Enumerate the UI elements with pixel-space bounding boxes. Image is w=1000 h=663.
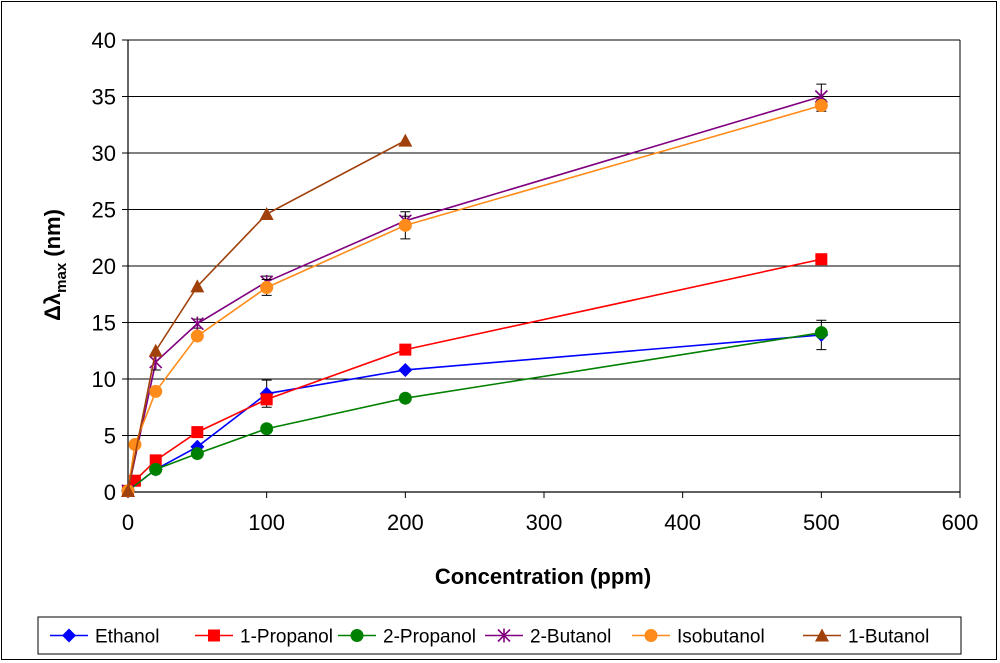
legend-label: 2-Propanol xyxy=(383,627,476,648)
series-line xyxy=(127,104,822,491)
data-point xyxy=(121,483,135,497)
data-point xyxy=(814,326,828,340)
y-tick-label: 20 xyxy=(92,254,116,279)
series-ethanol xyxy=(121,319,829,498)
data-point xyxy=(149,355,163,370)
x-tick-label: 600 xyxy=(942,510,979,535)
y-tick-label: 30 xyxy=(92,141,116,166)
data-point xyxy=(190,329,204,343)
legend-item: 2-Propanol xyxy=(338,627,476,648)
legend-marker xyxy=(815,628,829,642)
data-point xyxy=(259,207,274,221)
y-tick-label: 5 xyxy=(104,424,116,449)
legend-item: Ethanol xyxy=(50,627,159,648)
data-point xyxy=(190,447,204,461)
series-isobutanol xyxy=(121,99,828,498)
legend-label: 1-Butanol xyxy=(848,627,929,648)
series-1-propanol xyxy=(122,253,828,497)
series-1-butanol xyxy=(121,133,413,497)
x-tick-label: 300 xyxy=(526,510,563,535)
legend-label: Isobutanol xyxy=(677,627,765,648)
x-axis-title: Concentration (ppm) xyxy=(435,564,651,589)
data-point xyxy=(260,422,274,436)
data-point xyxy=(191,426,204,439)
legend-item: 2-Butanol xyxy=(485,627,611,648)
series-line xyxy=(127,139,406,492)
data-point xyxy=(260,280,274,294)
y-tick-label: 15 xyxy=(92,311,116,336)
series-line xyxy=(127,331,822,492)
series-line xyxy=(127,334,822,492)
data-point xyxy=(815,253,828,266)
y-tick-label: 35 xyxy=(92,85,116,110)
series-line xyxy=(127,258,822,492)
legend-items: Ethanol 1-Propanol 2-Propanol 2-Butanol Isob… xyxy=(50,627,929,648)
legend-item: Isobutanol xyxy=(632,627,765,648)
data-point xyxy=(398,218,412,232)
y-tick-label: 10 xyxy=(92,367,116,392)
data-point xyxy=(398,391,412,405)
legend-item: 1-Butanol xyxy=(803,627,929,648)
legend-label: Ethanol xyxy=(95,627,159,648)
y-tick-label: 40 xyxy=(92,28,116,53)
legend-marker xyxy=(62,628,76,643)
data-point xyxy=(398,133,413,147)
legend: Ethanol 1-Propanol 2-Propanol 2-Butanol Isob… xyxy=(37,616,962,655)
y-tick-label: 25 xyxy=(92,198,116,223)
legend-marker xyxy=(497,628,511,643)
x-tick-label: 200 xyxy=(387,510,424,535)
x-tick-label: 0 xyxy=(122,510,134,535)
x-tick-label: 100 xyxy=(248,510,285,535)
series xyxy=(121,83,829,498)
data-point xyxy=(149,454,162,467)
y-axis-title-unit: (nm) xyxy=(40,209,65,263)
series-2-propanol xyxy=(121,326,828,498)
data-point xyxy=(399,343,412,356)
y-axis-title: Δλmax (nm) xyxy=(40,209,70,321)
data-point xyxy=(260,393,273,406)
legend-label: 1-Propanol xyxy=(240,627,333,648)
data-point xyxy=(148,343,163,357)
data-point xyxy=(398,362,413,377)
y-axis-title-main: Δλ xyxy=(40,293,65,321)
y-tick-label: 0 xyxy=(104,480,116,505)
legend-marker xyxy=(350,629,364,642)
legend-marker xyxy=(644,629,658,642)
legend-item: 1-Propanol xyxy=(195,627,333,648)
series-line xyxy=(127,95,822,492)
x-tick-label: 400 xyxy=(664,510,701,535)
x-tick-label: 500 xyxy=(803,510,840,535)
data-point xyxy=(190,279,205,293)
y-axis-title-sub: max xyxy=(53,262,70,293)
data-point xyxy=(190,316,204,331)
data-point xyxy=(149,384,163,398)
data-point xyxy=(128,438,142,452)
legend-marker xyxy=(208,629,220,642)
data-point xyxy=(149,462,163,476)
data-point xyxy=(814,99,828,113)
legend-label: 2-Butanol xyxy=(530,627,611,648)
